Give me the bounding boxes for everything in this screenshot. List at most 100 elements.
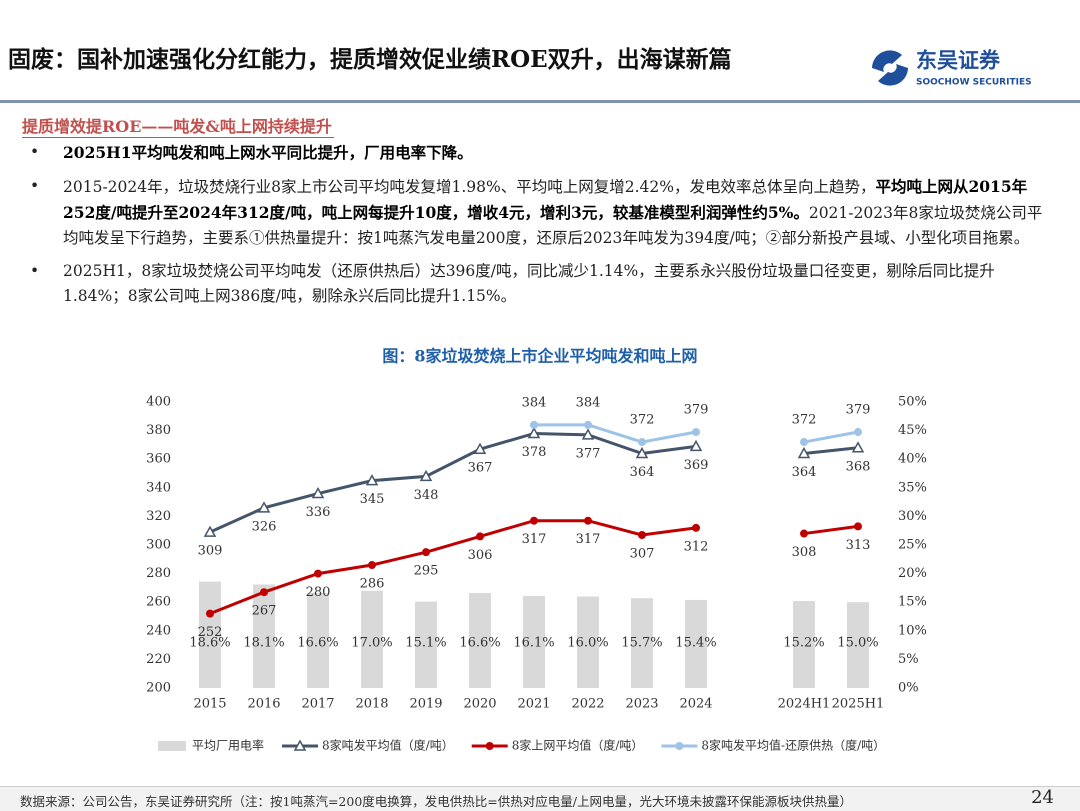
bar-label: 16.6% <box>459 636 500 651</box>
y-tick-label: 200 <box>146 681 171 696</box>
bar <box>847 602 869 688</box>
y-tick-label: 260 <box>146 595 171 610</box>
legend-label: 8家吨发平均值-还原供热（度/吨） <box>701 738 885 753</box>
x-tick-label: 2021 <box>517 697 550 712</box>
y2-tick-label: 25% <box>898 538 927 553</box>
marker <box>584 420 592 429</box>
data-label: 384 <box>576 395 601 410</box>
bar <box>577 596 599 688</box>
bar <box>199 581 221 688</box>
marker <box>260 588 268 597</box>
x-tick-label: 2017 <box>301 697 334 712</box>
y-tick-label: 220 <box>146 652 171 667</box>
marker <box>581 428 595 440</box>
marker <box>689 439 703 452</box>
marker <box>797 446 811 459</box>
data-label: 378 <box>522 445 547 460</box>
y-tick-label: 300 <box>146 538 171 553</box>
x-tick-label: 2020 <box>463 697 496 712</box>
y-tick-label: 280 <box>146 566 171 581</box>
data-label: 295 <box>414 564 439 579</box>
marker <box>257 501 271 513</box>
marker <box>800 438 808 447</box>
marker <box>368 561 376 570</box>
bar <box>523 595 545 688</box>
bullet: 2025H1平均吨发和吨上网水平同比提升，厂用电率下降。 <box>30 140 1050 166</box>
bar-label: 18.1% <box>243 636 284 651</box>
data-label: 267 <box>252 604 277 619</box>
legend-label: 8家吨发平均值（度/吨） <box>322 738 454 753</box>
x-tick-label: 2022 <box>571 697 604 712</box>
source-note: 数据来源：公司公告，东吴证券研究所（注：按1吨蒸汽=200度电换算，发电供热比=… <box>20 794 852 809</box>
marker <box>854 522 862 531</box>
marker <box>584 516 592 525</box>
marker <box>314 569 322 578</box>
marker <box>527 426 541 439</box>
marker <box>422 548 430 557</box>
logo-subtext: SOOCHOW SECURITIES <box>916 78 1032 88</box>
x-tick-label: 2016 <box>247 697 280 712</box>
bar <box>631 598 653 688</box>
data-label: 317 <box>576 532 601 547</box>
y2-tick-label: 20% <box>898 566 927 581</box>
legend-label: 平均厂用电率 <box>192 738 264 753</box>
footer: 数据来源：公司公告，东吴证券研究所（注：按1吨蒸汽=200度电换算，发电供热比=… <box>0 786 1080 811</box>
line <box>209 519 697 616</box>
header-rule <box>0 100 1080 103</box>
bullet-text: 2025H1平均吨发和吨上网水平同比提升，厂用电率下降。 <box>63 143 473 162</box>
marker <box>419 469 433 482</box>
bar <box>415 601 437 688</box>
x-tick-label: 2015 <box>193 697 226 712</box>
y2-tick-label: 30% <box>898 509 927 524</box>
bullet-list: 2025H1平均吨发和吨上网水平同比提升，厂用电率下降。 2015-2024年，垃… <box>30 140 1050 317</box>
bullet-text: 平均吨上网从2015年252度/吨提升至2024年312度/吨，吨上网每提升10… <box>63 177 1028 222</box>
legend-swatch <box>158 741 186 751</box>
y2-tick-label: 5% <box>898 652 919 667</box>
y-tick-label: 380 <box>146 423 171 438</box>
x-tick-label: 2019 <box>409 697 442 712</box>
y2-tick-label: 45% <box>898 423 927 438</box>
bar-label: 15.2% <box>783 636 824 651</box>
data-label: 379 <box>684 403 709 418</box>
marker <box>635 446 649 459</box>
y2-tick-label: 35% <box>898 480 927 495</box>
chart-title: 图：8家垃圾焚烧上市企业平均吨发和吨上网 <box>382 347 697 366</box>
data-label: 369 <box>684 458 709 473</box>
page-title: 固废：国补加速强化分红能力，提质增效促业绩ROE双升，出海谋新篇 <box>8 46 732 73</box>
marker <box>365 474 379 486</box>
bullet: 2025H1，8家垃圾焚烧公司平均吨发（还原供热后）达396度/吨，同比减少1.… <box>30 259 1050 309</box>
y2-tick-label: 10% <box>898 623 927 638</box>
data-label: 326 <box>252 519 277 534</box>
bar-label: 15.4% <box>675 636 716 651</box>
y-tick-label: 340 <box>146 480 171 495</box>
line <box>803 446 859 455</box>
marker <box>851 441 865 453</box>
logo-text: 东吴证券 <box>916 48 1001 73</box>
bar-label: 15.0% <box>837 636 878 651</box>
bar-label: 16.1% <box>513 636 554 651</box>
legend-swatch <box>485 742 494 750</box>
data-label: 313 <box>846 538 871 553</box>
marker <box>311 486 325 499</box>
bar <box>793 601 815 688</box>
marker <box>203 525 217 537</box>
bar <box>685 599 707 688</box>
data-label: 379 <box>846 403 871 418</box>
data-label: 309 <box>198 544 223 559</box>
data-label: 280 <box>306 585 331 600</box>
data-label: 367 <box>468 461 493 476</box>
data-label: 252 <box>198 625 223 640</box>
marker <box>638 530 646 539</box>
marker <box>692 523 700 532</box>
y2-tick-label: 15% <box>898 595 927 610</box>
legend-label: 8家上网平均值（度/吨） <box>512 738 644 753</box>
data-label: 306 <box>468 548 493 563</box>
x-tick-label: 2024 <box>679 697 712 712</box>
bar <box>361 590 383 688</box>
y-tick-label: 400 <box>146 395 171 410</box>
y-tick-label: 320 <box>146 509 171 524</box>
data-label: 317 <box>522 532 547 547</box>
chart: 图：8家垃圾焚烧上市企业平均吨发和吨上网 200 220 240 260 280 300 3… <box>146 347 927 753</box>
bar <box>307 593 329 688</box>
bar <box>253 584 275 688</box>
